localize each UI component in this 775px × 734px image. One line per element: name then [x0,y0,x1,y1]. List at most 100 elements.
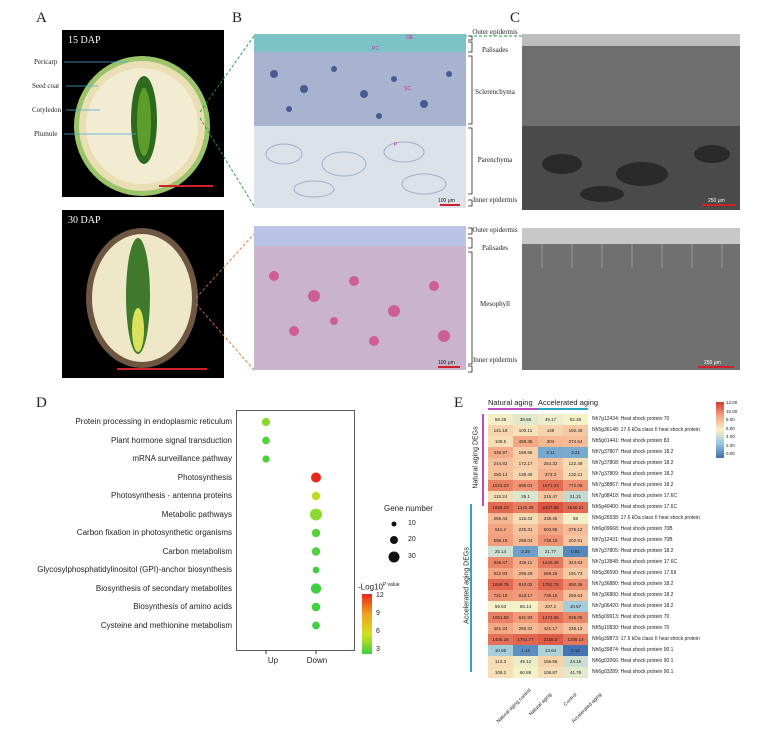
pathway-label: Photosynthesis - antenna proteins [111,491,232,500]
pathway-label: Carbon metabolism [162,546,232,556]
x-tick-down: Down [306,656,328,665]
heatmap-cell: 511.2 [488,524,513,535]
stage-label-15dap: 15 DAP [68,35,101,46]
heatmap-cell: 62.29 [563,414,588,425]
heatmap-cell: 244.82 [488,458,513,469]
size-legend-dot-30 [388,551,400,563]
scale-label-c-top: 250 μm [708,198,725,204]
heatmap-cell: 772.08 [563,480,588,491]
label-plumule: Plumule [34,130,58,138]
heatmap-cell: 192.46 [563,425,588,436]
enrichment-point [310,472,322,483]
heatmap-cell: 58 [563,513,588,524]
heatmap-cell: 1142.39 [513,502,538,513]
label-inner-epidermis-top: Inner epidermis [472,196,518,204]
heatmap-cell: 109.2 [488,667,513,678]
heatmap-cell: 1023.23 [488,480,513,491]
heatmap-cell: 168.96 [513,447,538,458]
color-tick-6: 6 [376,628,380,635]
sem-15dap: 250 μm [522,34,740,210]
group-bar-natural [488,408,538,410]
enrichment-point [311,547,321,556]
heatmap-cell: 731.19 [488,590,513,601]
gene-label: Nh6g09668: Heat shock protein 70B [592,526,673,532]
heatmap-cell: 108.5 [488,436,513,447]
heatmap-cell: 156.55 [538,656,563,667]
heatmap-cell: 41.78 [563,667,588,678]
label-sclerenchyma: Sclerenchyma [475,88,515,96]
heatmap-cell: 296.28 [513,568,538,579]
gene-label: Nh6g39873: 17.6 kDa class II heat shock … [592,636,700,642]
heatmap-cell: 59.63 [488,601,513,612]
heatmap-cell: 458.36 [513,436,538,447]
heatmap-cell: 738.19 [538,535,563,546]
heatmap-cell: 1240.48 [538,557,563,568]
heatmap-cell: 21.77 [538,546,563,557]
group-natural-aging: Natural aging [488,398,533,407]
heatmap-cell: 238.46 [538,513,563,524]
color-tick-3: 3 [376,646,380,653]
heatmap-cell: 1406.18 [488,634,513,645]
gene-label: Nh6g39874: Heat shock protein 90.1 [592,647,674,653]
panel-letter-d: D [36,395,47,411]
marker-p: P [394,142,398,148]
size-legend-30: 30 [408,553,416,560]
scale-tick: 4.00 [726,434,735,439]
pathway-label: Photosynthesis [177,472,232,482]
color-tick-12: 12 [376,592,384,599]
gene-label: Nh5g36590: Heat shock protein 17.6II [592,570,677,576]
gene-label: Nh7g36800: Heat shock protein 18.2 [592,592,674,598]
heatmap-cell: 373.3 [538,469,563,480]
pathway-label: Cysteine and methionine metabolism [100,620,232,630]
gene-label: Nh5g10830: Heat shock protein 70 [592,625,670,631]
label-outer-epidermis-bottom: Outer epidermis [472,226,518,234]
enrichment-point [311,602,321,612]
scale-tick: 8.00 [726,417,735,422]
heatmap-cell: 100.11 [513,425,538,436]
heatmap-cell: 696.01 [513,480,538,491]
gene-label: Nh7g06420: Heat shock protein 18.2 [592,603,674,609]
gene-label: Nh5g01441: Heat shock protein 83 [592,438,670,444]
marker-oe: OE [406,35,414,41]
heatmap-cell: 138.49 [513,469,538,480]
color-legend-title: -Log10P value [358,582,400,592]
heatmap-cell: 238.13 [563,623,588,634]
marker-sc: SC [404,86,411,92]
scale-label-b-top: 100 μm [438,198,455,204]
seed-photo-15dap: 15 DAP [62,30,224,197]
row-group-bar-natural [482,414,484,506]
heatmap-cell: 60.88 [513,667,538,678]
heatmap-cell: 1658.78 [488,579,513,590]
x-tick-up: Up [267,656,279,665]
enrichment-chart: Protein processing in endoplasmic reticu… [36,410,446,700]
heatmap-cell: 35.1 [513,491,538,502]
group-bar-accelerated [538,408,588,410]
heatmap-cell: 58.28 [488,414,513,425]
anatomy-brackets [468,35,473,373]
enrichment-point [312,621,320,630]
gene-label: Nh5g40400: Heat shock protein 17.6C [592,504,678,510]
size-legend-title: Gene number [384,504,433,513]
heatmap-cell: 938.47 [488,557,513,568]
heatmap-cell: 172.17 [513,458,538,469]
gene-label: Nh5g36148: 17.6 kDa class II heat shock … [592,427,700,433]
heatmap-cell: 118.43 [513,513,538,524]
heatmap-cell: 38.69 [513,414,538,425]
size-legend-20: 20 [408,536,416,543]
pathway-label: Carbon fixation in photosynthetic organi… [76,528,232,537]
size-legend-dot-20 [390,536,398,544]
pathway-label: Plant hormone signal transduction [111,435,232,445]
panel-letter-a: A [36,10,47,26]
heatmap-cell: 207.2 [538,601,563,612]
heatmap-cell: 275.12 [563,524,588,535]
micrograph-30dap: 100 μm [254,226,466,370]
heatmap-cell: 13.64 [538,645,563,656]
row-group-label-accelerated: Accelerated aging DEGs [463,547,471,624]
scale-tick: 10.00 [726,408,738,414]
scale-tick: 12.00 [726,400,738,405]
heatmap-cell: 202.91 [563,535,588,546]
enrichment-point [262,436,270,445]
heatmap-cell: 21.21 [563,491,588,502]
heatmap-cell: 1.12 [513,645,538,656]
